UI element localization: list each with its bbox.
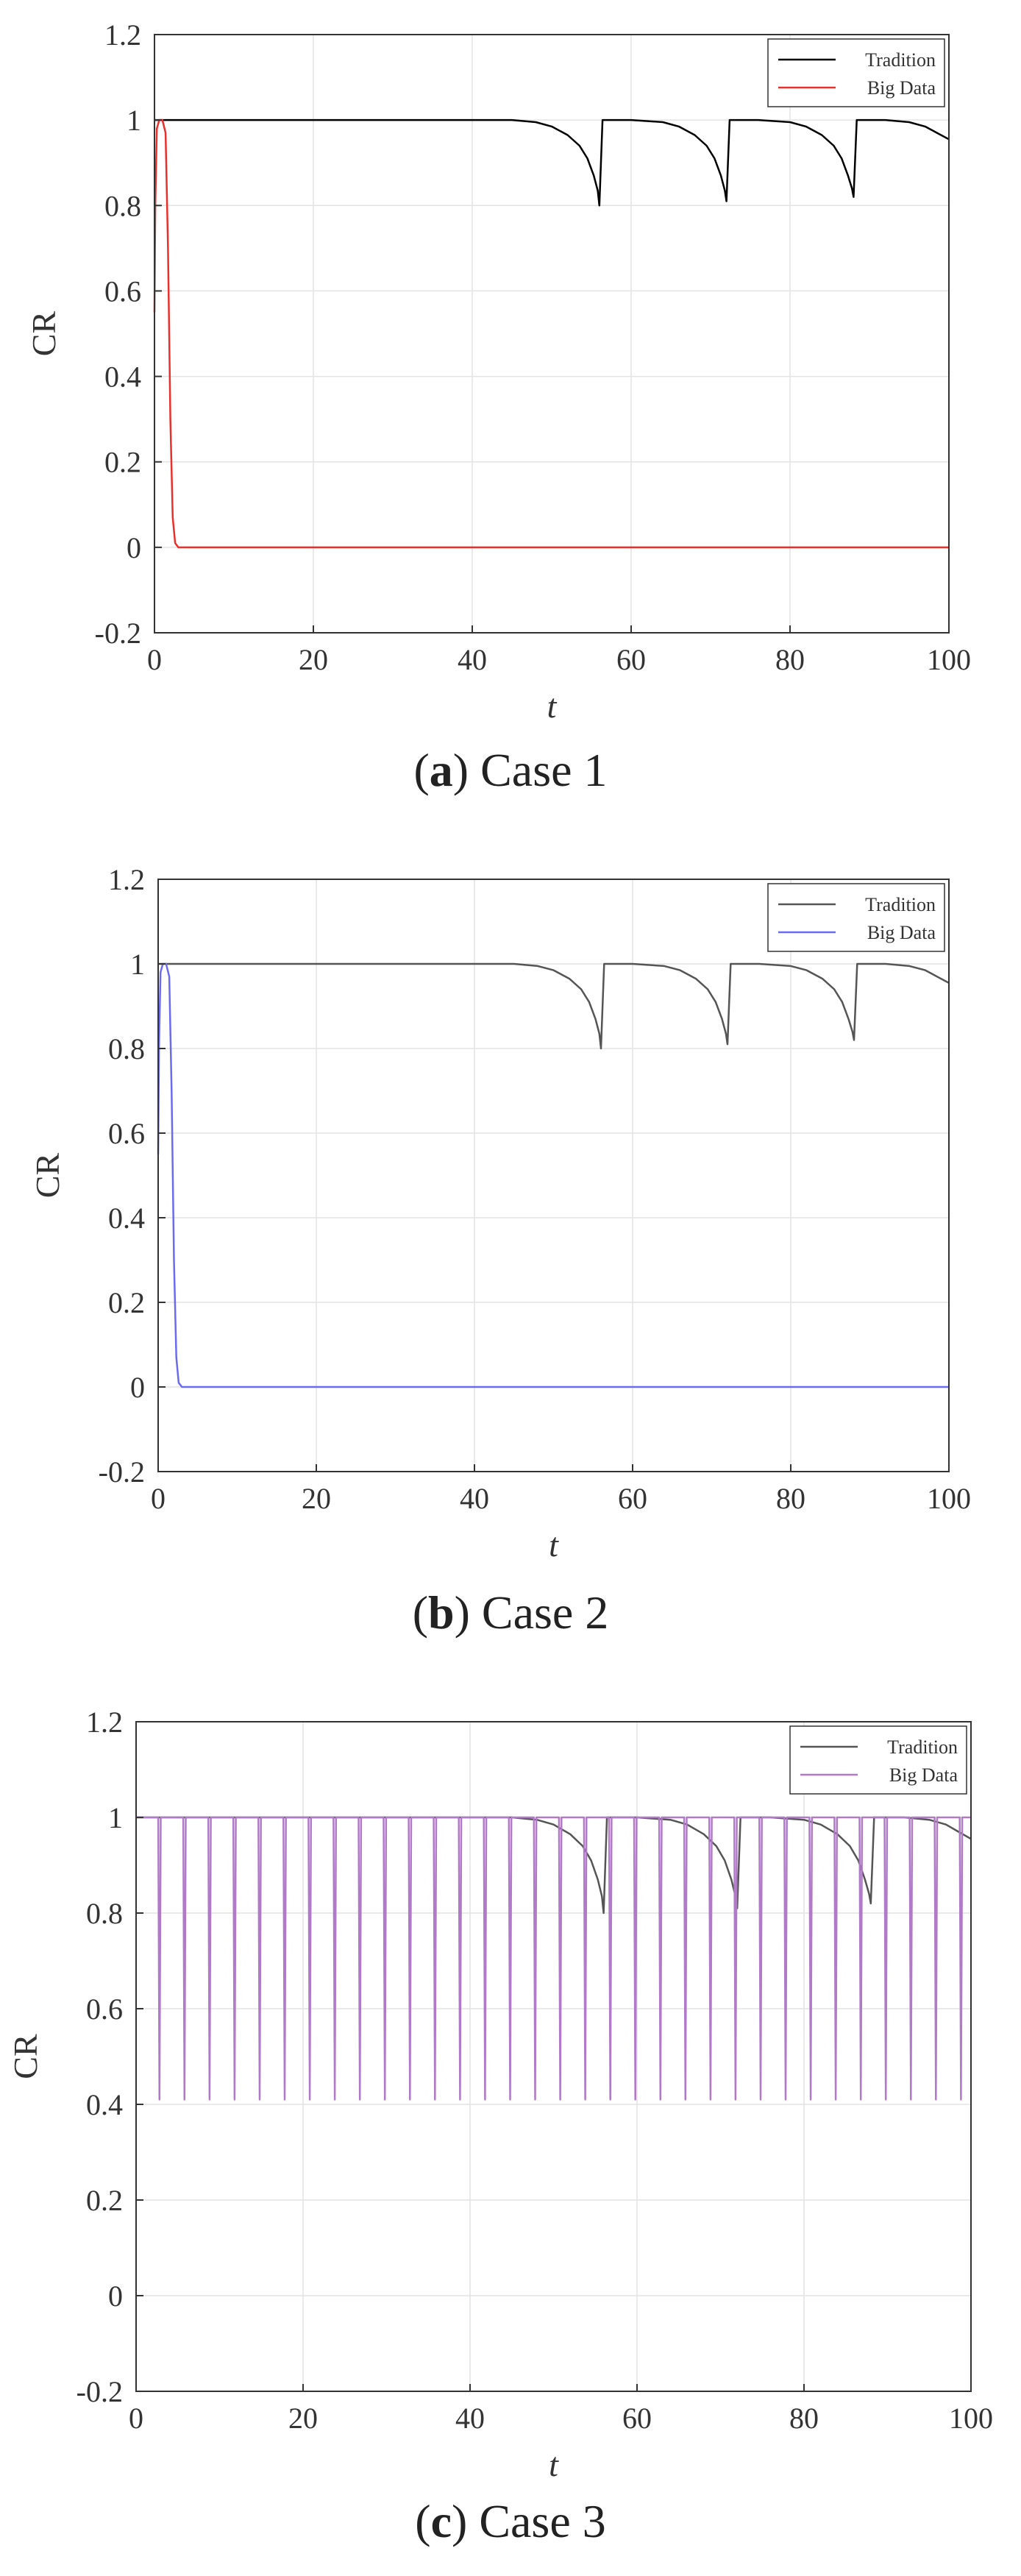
- plot-frame: [135, 1721, 972, 2392]
- caption-letter: a: [429, 744, 453, 796]
- y-tick-label: 0.2: [108, 1286, 145, 1319]
- x-tick-label: 100: [927, 643, 971, 676]
- y-tick-label: 1.2: [108, 863, 145, 896]
- x-tick-label: 0: [151, 1482, 166, 1515]
- y-tick-label: 1.2: [104, 18, 141, 52]
- y-tick-label: 1: [108, 1801, 123, 1834]
- legend: Tradition Big Data: [789, 1725, 967, 1795]
- caption-b: (b) Case 2: [412, 1586, 609, 1639]
- panel-b: 0 20 40 60 80 100 -0.2 0 0.2 0.4 0.6 0.8 1 1.2 t CR Trad…: [0, 839, 1021, 1678]
- panel-a: 0 20 40 60 80 100 -0.2 0 0.2 0.4 0.6 0.8 1 1.2 t CR Trad…: [0, 0, 1021, 839]
- x-tick-label: 80: [789, 2402, 819, 2435]
- x-tick-label: 40: [458, 643, 487, 676]
- y-tick-label: 0.6: [86, 1993, 123, 2026]
- legend-label: Tradition: [865, 894, 936, 915]
- caption-letter: c: [430, 2495, 452, 2547]
- series-line-big-data: [153, 118, 949, 549]
- caption-text: Case 2: [481, 1586, 609, 1639]
- caption-text: Case 1: [480, 744, 608, 796]
- caption-c: (c) Case 3: [415, 2495, 606, 2547]
- y-tick-label: 0: [108, 2279, 123, 2313]
- legend: Tradition Big Data: [767, 883, 945, 952]
- y-tick-label: -0.2: [99, 1455, 145, 1489]
- chart-a: 0 20 40 60 80 100-0.200.20.40.60.811.2tCRTrad…: [25, 18, 971, 725]
- y-axis-title: CR: [7, 2034, 44, 2079]
- legend-box: [767, 38, 945, 107]
- chart-b: 0 20 40 60 80 100-0.200.20.40.60.811.2tCRTrad…: [29, 863, 971, 1564]
- series-line-big-data: [157, 962, 949, 1388]
- caption-text: Case 3: [479, 2495, 606, 2547]
- y-axis-title: CR: [29, 1153, 66, 1199]
- plot-frame: [154, 34, 950, 634]
- x-tick-label: 40: [455, 2402, 485, 2435]
- y-tick-label: 1: [130, 948, 145, 981]
- x-axis-title: t: [549, 1526, 559, 1564]
- series-line-tradition: [136, 1816, 972, 1915]
- y-tick-label: 1: [127, 104, 141, 137]
- y-tick-label: 0.4: [108, 1202, 145, 1235]
- series-line-big-data: [136, 1816, 971, 2101]
- legend-box: [789, 1725, 967, 1795]
- x-tick-label: 0: [129, 2402, 143, 2435]
- legend-label: Big Data: [867, 922, 936, 943]
- legend-label: Big Data: [889, 1764, 958, 1786]
- legend-label: Tradition: [887, 1736, 958, 1758]
- legend: Tradition Big Data: [767, 38, 945, 107]
- plot-frame: [157, 879, 950, 1472]
- y-axis-title: CR: [25, 311, 63, 357]
- y-tick-label: 0.2: [104, 446, 141, 479]
- x-tick-label: 20: [299, 643, 328, 676]
- panel-c: 0 20 40 60 80 100 -0.2 0 0.2 0.4 0.6 0.8 1 1.2 t CR Trad…: [0, 1678, 1021, 2576]
- x-tick-label: 60: [618, 1482, 647, 1515]
- y-tick-label: -0.2: [77, 2375, 123, 2408]
- x-tick-label: 60: [616, 643, 646, 676]
- y-tick-label: 0.8: [86, 1897, 123, 1930]
- series-line-tradition: [154, 118, 950, 207]
- x-tick-label: 100: [949, 2402, 993, 2435]
- x-tick-label: 60: [622, 2402, 652, 2435]
- y-tick-label: 0.4: [86, 2088, 123, 2121]
- legend-label: Tradition: [865, 49, 936, 71]
- x-axis-title: t: [547, 687, 558, 725]
- series-line-tradition: [158, 962, 950, 1050]
- x-tick-label: 20: [302, 1482, 331, 1515]
- y-tick-label: 0.8: [108, 1032, 145, 1065]
- y-tick-label: -0.2: [95, 617, 141, 650]
- y-tick-label: 1.2: [86, 1706, 123, 1739]
- y-tick-label: 0: [127, 531, 141, 564]
- y-tick-label: 0.2: [86, 2184, 123, 2217]
- x-tick-label: 20: [288, 2402, 318, 2435]
- y-tick-label: 0.8: [104, 189, 141, 222]
- x-tick-label: 40: [460, 1482, 489, 1515]
- caption-letter: b: [428, 1586, 455, 1639]
- chart-c: 0 20 40 60 80 100-0.200.20.40.60.811.2tCRTrad…: [7, 1706, 993, 2483]
- legend-label: Big Data: [867, 77, 936, 99]
- x-tick-label: 100: [927, 1482, 971, 1515]
- caption-a: (a) Case 1: [413, 744, 608, 796]
- y-tick-label: 0: [130, 1371, 145, 1404]
- legend-box: [767, 883, 945, 952]
- y-tick-label: 0.4: [104, 361, 141, 394]
- y-tick-label: 0.6: [104, 274, 141, 308]
- x-tick-label: 80: [775, 643, 805, 676]
- x-axis-title: t: [549, 2446, 559, 2483]
- x-tick-label: 0: [147, 643, 162, 676]
- x-tick-label: 80: [776, 1482, 805, 1515]
- y-tick-label: 0.6: [108, 1117, 145, 1150]
